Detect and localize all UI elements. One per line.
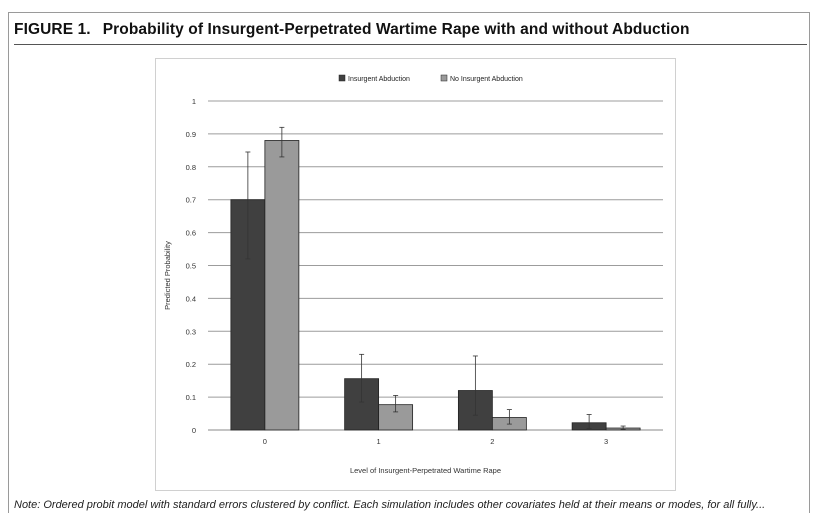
x-tick-label: 0 <box>263 437 267 446</box>
y-tick-label: 0.5 <box>186 262 196 271</box>
figure-title-text: Probability of Insurgent-Perpetrated War… <box>102 21 690 38</box>
legend-swatch <box>338 74 346 82</box>
y-tick-label: 0.2 <box>186 360 196 369</box>
y-tick-label: 0.1 <box>186 393 196 402</box>
bar-chart: 0 0.1 0.2 0.3 0.4 0.5 0.6 0.7 0.8 0.9 1 0 1 2 3 Level o… <box>163 74 663 475</box>
figure-title: FIGURE 1. Probability of Insurgent-Perpet… <box>14 21 690 39</box>
y-tick-label: 0.6 <box>186 229 196 238</box>
figure-label: FIGURE 1. <box>14 21 91 38</box>
bar-no-insurgent-abduction <box>264 140 300 431</box>
legend-swatch <box>440 74 448 82</box>
figure-note: Note: Ordered probit model with standard… <box>14 499 766 511</box>
x-tick-label: 2 <box>490 437 494 446</box>
y-tick-label: 0.7 <box>186 196 196 205</box>
y-axis-title: Predicted Probability <box>163 241 172 310</box>
x-axis-title: Level of Insurgent-Perpetrated Wartime R… <box>350 466 501 475</box>
y-tick-label: 0.8 <box>186 163 196 172</box>
chart-container: 0 0.1 0.2 0.3 0.4 0.5 0.6 0.7 0.8 0.9 1 0 1 2 3 Level o… <box>155 58 676 491</box>
legend-label: Insurgent Abduction <box>348 76 410 83</box>
y-tick-label: 0.3 <box>186 327 196 336</box>
title-rule <box>14 44 807 45</box>
figure-frame <box>8 12 810 513</box>
x-tick-label: 3 <box>604 437 608 446</box>
x-tick-label: 1 <box>377 437 381 446</box>
y-tick-label: 0 <box>192 426 196 435</box>
legend-label: No Insurgent Abduction <box>450 76 523 83</box>
y-tick-label: 0.4 <box>186 294 196 303</box>
y-tick-label: 0.9 <box>186 130 196 139</box>
y-tick-label: 1 <box>192 97 196 106</box>
